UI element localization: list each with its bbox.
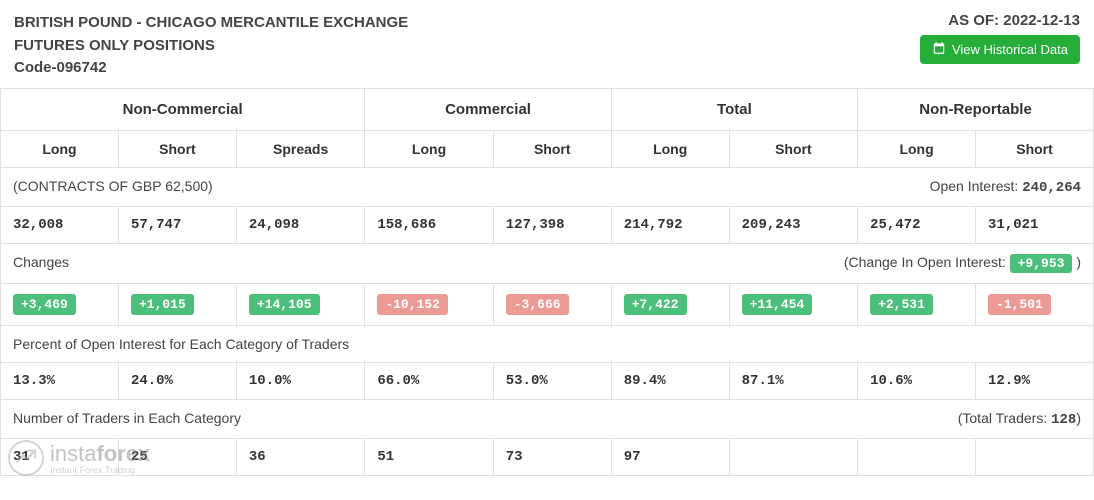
trd-nc-spreads: 36 xyxy=(236,438,364,475)
pct-nc-spreads: 10.0% xyxy=(236,362,364,399)
col-nc-long: Long xyxy=(1,130,119,167)
group-nonreportable: Non-Reportable xyxy=(858,88,1094,130)
change-oi-block: (Change In Open Interest: +9,953 ) xyxy=(844,254,1081,273)
col-nc-spreads: Spreads xyxy=(236,130,364,167)
pct-nc-long: 13.3% xyxy=(1,362,119,399)
trd-c-long: 51 xyxy=(365,438,493,475)
section-changes-cell: Changes (Change In Open Interest: +9,953… xyxy=(1,243,1094,283)
pos-c-short: 127,398 xyxy=(493,206,611,243)
chg-nc-short: +1,015 xyxy=(131,294,194,315)
header-right: AS OF: 2022-12-13 View Historical Data xyxy=(920,12,1080,64)
chg-c-long: -10,152 xyxy=(377,294,448,315)
section-traders-cell: Number of Traders in Each Category (Tota… xyxy=(1,399,1094,438)
chg-t-long-cell: +7,422 xyxy=(611,283,729,325)
col-c-long: Long xyxy=(365,130,493,167)
chg-nc-long-cell: +3,469 xyxy=(1,283,119,325)
section-traders-row: Number of Traders in Each Category (Tota… xyxy=(1,399,1094,438)
trd-c-short: 73 xyxy=(493,438,611,475)
traders-row: 31 25 36 51 73 97 xyxy=(1,438,1094,475)
asof-label: AS OF: xyxy=(948,12,999,29)
column-header-row: Long Short Spreads Long Short Long Short… xyxy=(1,130,1094,167)
oi-value: 240,264 xyxy=(1022,180,1081,196)
col-nc-short: Short xyxy=(118,130,236,167)
total-traders-close: ) xyxy=(1076,410,1081,426)
pct-t-long: 89.4% xyxy=(611,362,729,399)
section-contracts-cell: (CONTRACTS OF GBP 62,500) Open Interest:… xyxy=(1,167,1094,206)
chg-nr-short-cell: -1,501 xyxy=(976,283,1094,325)
pos-nr-long: 25,472 xyxy=(858,206,976,243)
hist-btn-label: View Historical Data xyxy=(952,42,1068,57)
group-total: Total xyxy=(611,88,857,130)
chg-nc-spreads-cell: +14,105 xyxy=(236,283,364,325)
contracts-label: (CONTRACTS OF GBP 62,500) xyxy=(13,178,213,194)
traders-label: Number of Traders in Each Category xyxy=(13,410,241,426)
title-line-1: BRITISH POUND - CHICAGO MERCANTILE EXCHA… xyxy=(14,12,408,35)
chg-nr-short: -1,501 xyxy=(988,294,1051,315)
asof-block: AS OF: 2022-12-13 xyxy=(920,12,1080,29)
chg-t-long: +7,422 xyxy=(624,294,687,315)
header-titles: BRITISH POUND - CHICAGO MERCANTILE EXCHA… xyxy=(14,12,408,80)
trd-t-short xyxy=(729,438,857,475)
pct-nr-long: 10.6% xyxy=(858,362,976,399)
chg-t-short: +11,454 xyxy=(742,294,813,315)
percent-label: Percent of Open Interest for Each Catego… xyxy=(1,325,1094,362)
chg-c-short: -3,666 xyxy=(506,294,569,315)
title-line-2: FUTURES ONLY POSITIONS xyxy=(14,35,408,58)
group-header-row: Non-Commercial Commercial Total Non-Repo… xyxy=(1,88,1094,130)
positions-row: 32,008 57,747 24,098 158,686 127,398 214… xyxy=(1,206,1094,243)
pct-c-short: 53.0% xyxy=(493,362,611,399)
pct-nc-short: 24.0% xyxy=(118,362,236,399)
calendar-icon xyxy=(932,41,946,58)
pos-nc-short: 57,747 xyxy=(118,206,236,243)
chg-c-long-cell: -10,152 xyxy=(365,283,493,325)
col-nr-long: Long xyxy=(858,130,976,167)
pos-nr-short: 31,021 xyxy=(976,206,1094,243)
trd-nr-short xyxy=(976,438,1094,475)
chg-nr-long: +2,531 xyxy=(870,294,933,315)
section-percent-row: Percent of Open Interest for Each Catego… xyxy=(1,325,1094,362)
total-traders-value: 128 xyxy=(1051,412,1076,428)
total-traders-label: (Total Traders: xyxy=(958,410,1047,426)
asof-date: 2022-12-13 xyxy=(1003,12,1080,29)
section-contracts-row: (CONTRACTS OF GBP 62,500) Open Interest:… xyxy=(1,167,1094,206)
pos-t-short: 209,243 xyxy=(729,206,857,243)
trd-t-long: 97 xyxy=(611,438,729,475)
title-code: Code-096742 xyxy=(14,57,408,80)
trd-nc-long: 31 xyxy=(1,438,119,475)
report-header: BRITISH POUND - CHICAGO MERCANTILE EXCHA… xyxy=(0,0,1094,88)
view-historical-data-button[interactable]: View Historical Data xyxy=(920,35,1080,64)
col-c-short: Short xyxy=(493,130,611,167)
change-oi-close: ) xyxy=(1076,254,1081,270)
chg-nc-short-cell: +1,015 xyxy=(118,283,236,325)
pct-nr-short: 12.9% xyxy=(976,362,1094,399)
pct-c-long: 66.0% xyxy=(365,362,493,399)
col-nr-short: Short xyxy=(976,130,1094,167)
section-changes-row: Changes (Change In Open Interest: +9,953… xyxy=(1,243,1094,283)
chg-nc-long: +3,469 xyxy=(13,294,76,315)
chg-c-short-cell: -3,666 xyxy=(493,283,611,325)
chg-t-short-cell: +11,454 xyxy=(729,283,857,325)
pos-nc-long: 32,008 xyxy=(1,206,119,243)
col-t-short: Short xyxy=(729,130,857,167)
total-traders-block: (Total Traders: 128) xyxy=(958,410,1081,428)
positions-table: Non-Commercial Commercial Total Non-Repo… xyxy=(0,88,1094,476)
pos-c-long: 158,686 xyxy=(365,206,493,243)
trd-nr-long xyxy=(858,438,976,475)
pos-t-long: 214,792 xyxy=(611,206,729,243)
change-oi-label: (Change In Open Interest: xyxy=(844,254,1006,270)
percent-row: 13.3% 24.0% 10.0% 66.0% 53.0% 89.4% 87.1… xyxy=(1,362,1094,399)
pos-nc-spreads: 24,098 xyxy=(236,206,364,243)
group-noncommercial: Non-Commercial xyxy=(1,88,365,130)
group-commercial: Commercial xyxy=(365,88,611,130)
chg-nc-spreads: +14,105 xyxy=(249,294,320,315)
changes-row: +3,469 +1,015 +14,105 -10,152 -3,666 +7,… xyxy=(1,283,1094,325)
chg-nr-long-cell: +2,531 xyxy=(858,283,976,325)
col-t-long: Long xyxy=(611,130,729,167)
changes-label: Changes xyxy=(13,254,69,270)
pct-t-short: 87.1% xyxy=(729,362,857,399)
trd-nc-short: 25 xyxy=(118,438,236,475)
open-interest-block: Open Interest: 240,264 xyxy=(930,178,1081,196)
oi-label: Open Interest: xyxy=(930,178,1019,194)
change-oi-value: +9,953 xyxy=(1010,254,1073,273)
